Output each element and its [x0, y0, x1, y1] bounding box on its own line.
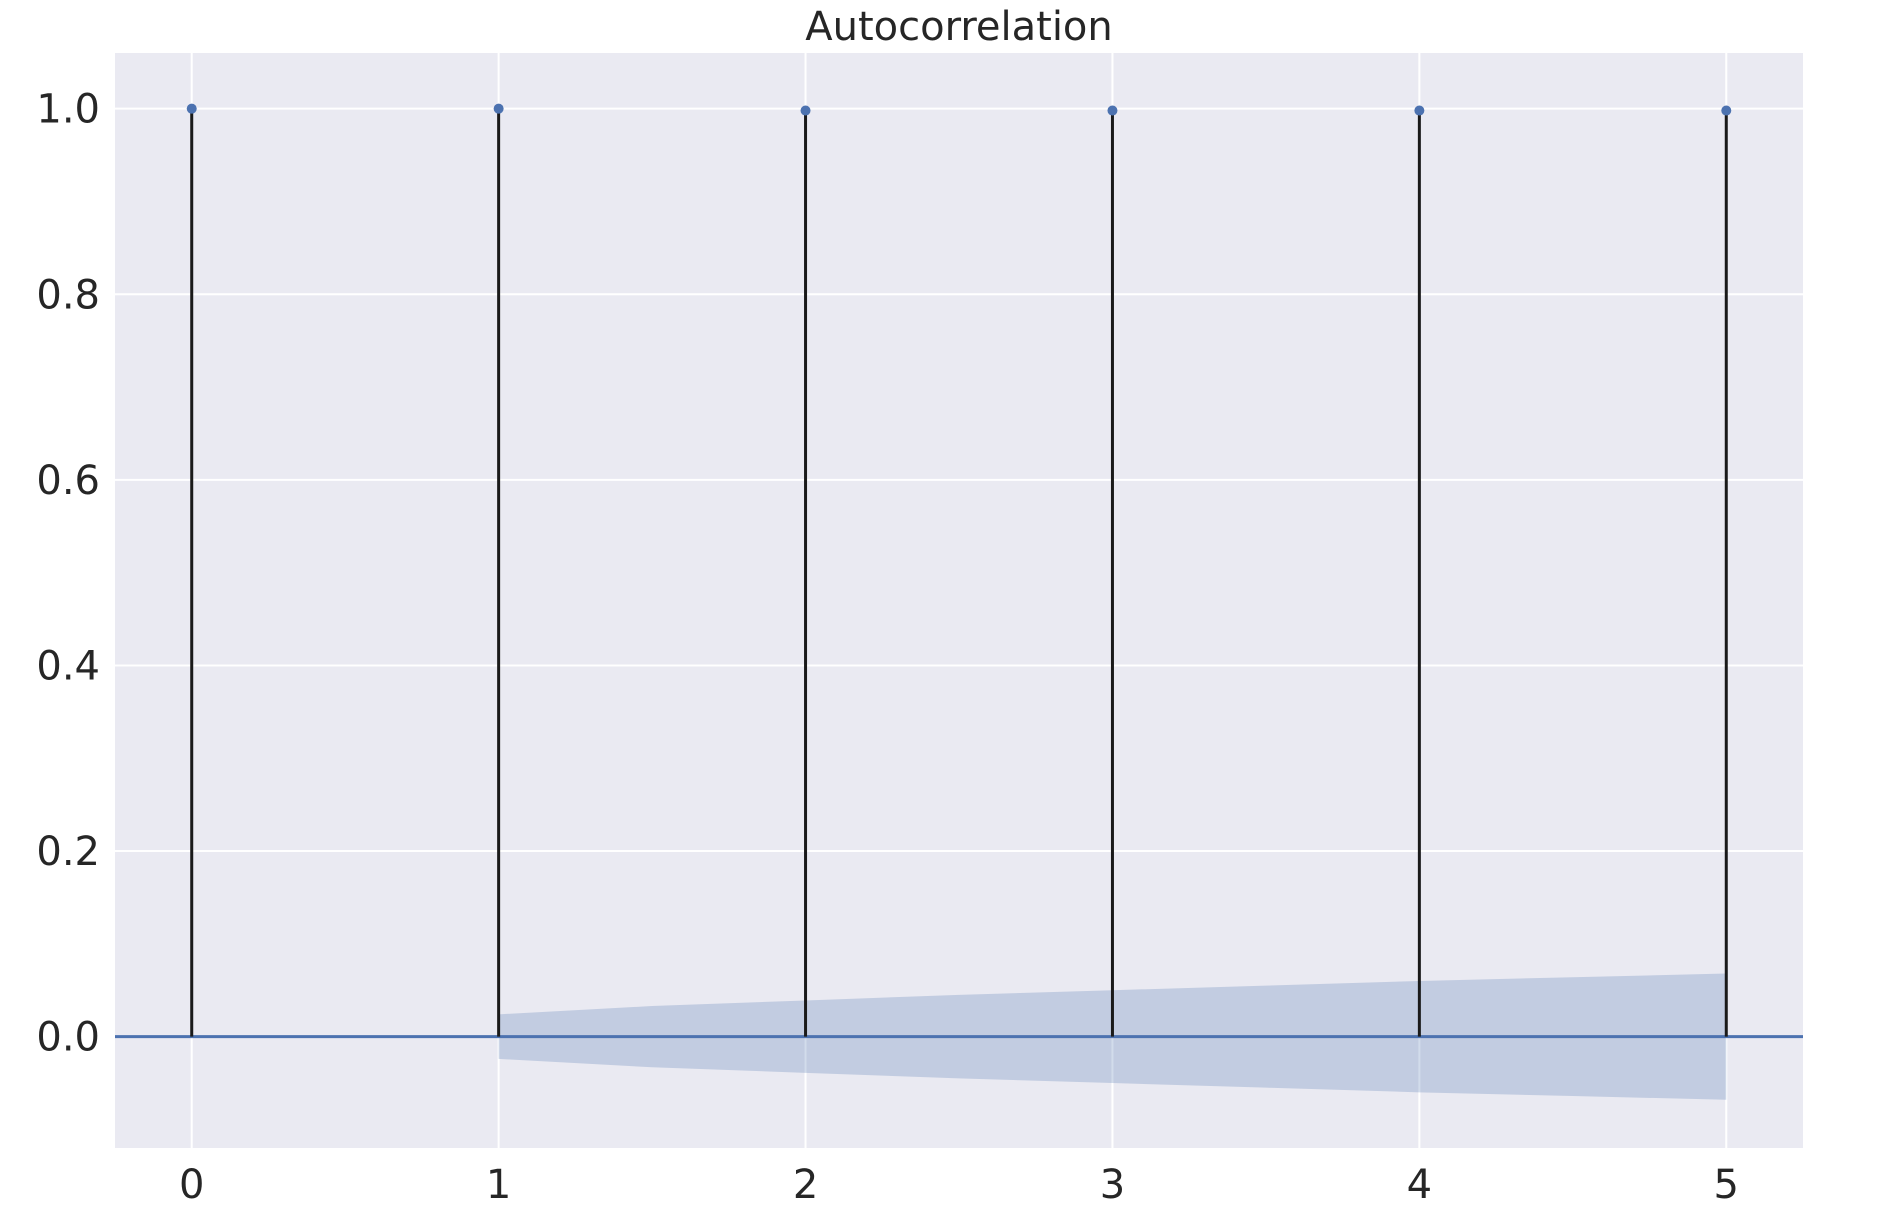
y-tick-label: 0.6	[36, 458, 100, 504]
y-tick-label: 1.0	[36, 87, 100, 133]
x-tick-label: 0	[179, 1162, 204, 1208]
data-point-lag-3	[1107, 105, 1118, 116]
tick-labels: 0 1 2 3 4 5 0.0 0.2 0.4 0.6 0.8 1.0	[36, 87, 1739, 1208]
data-point-lag-2	[800, 105, 811, 116]
data-point-lag-4	[1414, 105, 1425, 116]
y-tick-label: 0.2	[36, 829, 100, 875]
y-tick-label: 0.8	[36, 272, 100, 318]
x-tick-label: 3	[1100, 1162, 1125, 1208]
data-point-lag-5	[1721, 105, 1732, 116]
plot-background	[115, 53, 1803, 1148]
y-tick-label: 0.4	[36, 643, 100, 689]
y-tick-label: 0.0	[36, 1015, 100, 1061]
chart-title: Autocorrelation	[805, 4, 1113, 50]
data-point-lag-1	[493, 103, 504, 114]
markers-layer	[186, 103, 1732, 116]
x-tick-label: 5	[1714, 1162, 1739, 1208]
x-tick-label: 2	[793, 1162, 818, 1208]
data-point-lag-0	[186, 103, 197, 114]
x-tick-label: 4	[1407, 1162, 1432, 1208]
stems-layer	[190, 108, 1728, 1037]
x-tick-label: 1	[486, 1162, 511, 1208]
